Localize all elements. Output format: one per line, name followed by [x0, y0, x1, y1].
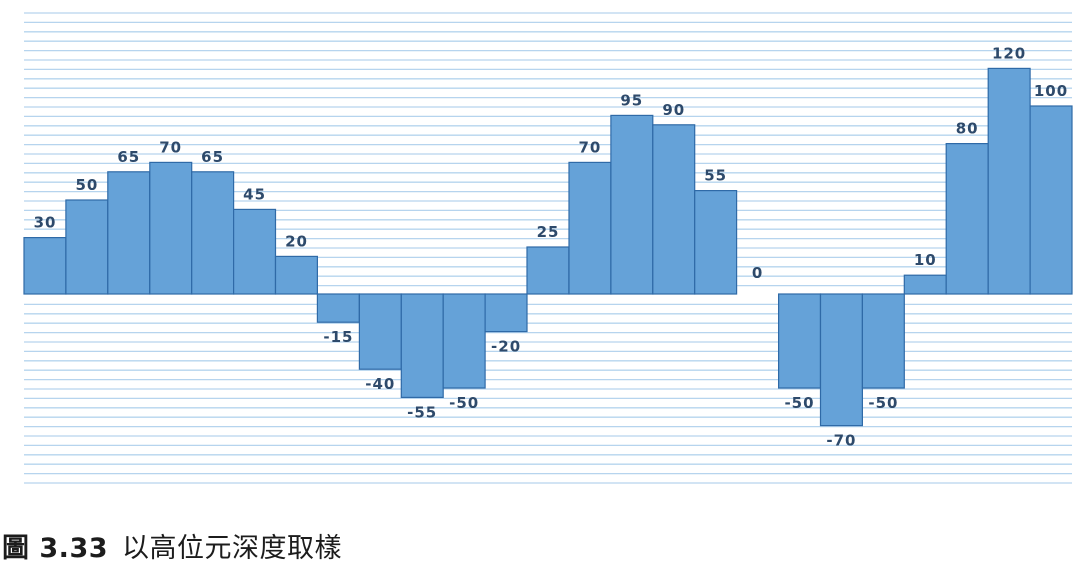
value-label-7: -15: [323, 328, 353, 346]
value-label-14: 95: [620, 91, 643, 109]
bar-10: [442, 293, 486, 389]
bar-19: [819, 293, 864, 427]
value-label-2: 65: [117, 148, 140, 166]
figure-number: 圖 3.33: [2, 533, 109, 564]
value-label-20: -50: [868, 394, 898, 412]
figure-title: 以高位元深度取樣: [122, 533, 343, 564]
value-label-23: 120: [992, 44, 1026, 62]
bar-4: [191, 171, 235, 295]
value-label-24: 100: [1034, 82, 1068, 100]
bar-12: [526, 246, 570, 295]
value-label-1: 50: [75, 176, 98, 194]
value-label-15: 90: [662, 101, 685, 119]
bar-7: [316, 293, 360, 323]
value-label-11: -20: [491, 338, 521, 356]
value-label-16: 55: [704, 167, 727, 185]
value-label-5: 45: [243, 185, 266, 203]
value-label-0: 30: [34, 214, 57, 232]
value-label-19: -70: [826, 432, 856, 450]
value-label-17: 0: [752, 264, 763, 282]
value-label-18: -50: [784, 394, 814, 412]
bar-11: [484, 293, 528, 333]
value-label-13: 70: [578, 138, 601, 156]
bar-18: [777, 293, 822, 389]
value-label-21: 10: [914, 251, 937, 269]
value-labels: 30 50 65 70 65 45 20 -15 -40 -55 -50 -20 25 70 95 90 55 0…: [34, 44, 1068, 450]
bar-9: [400, 293, 444, 399]
bar-0: [23, 237, 67, 295]
bar-6: [274, 255, 319, 295]
bar-chart: 30 50 65 70 65 45 20 -15 -40 -55 -50 -20 25 70 95 90 55 0…: [23, 12, 1073, 484]
bar-8: [358, 293, 402, 370]
value-label-4: 65: [201, 148, 224, 166]
value-label-10: -50: [449, 394, 479, 412]
value-label-6: 20: [285, 232, 308, 250]
bar-15: [652, 124, 696, 295]
bar-24: [1029, 105, 1073, 295]
value-label-8: -40: [365, 375, 395, 393]
bar-23: [987, 67, 1031, 295]
bar-21: [903, 274, 947, 295]
value-label-9: -55: [407, 403, 437, 421]
bar-14: [610, 114, 654, 295]
value-label-22: 80: [956, 120, 979, 138]
value-label-3: 70: [159, 138, 182, 156]
value-label-12: 25: [537, 223, 560, 241]
bar-2: [107, 171, 151, 295]
bar-5: [233, 208, 277, 295]
bar-16: [694, 190, 738, 295]
bars: [23, 67, 1073, 427]
figure-caption: 圖 3.33 以高位元深度取樣: [2, 526, 342, 565]
bar-1: [65, 199, 109, 295]
bar-3: [149, 161, 193, 295]
bar-20: [861, 293, 905, 389]
bar-22: [945, 143, 989, 295]
bar-13: [568, 161, 612, 295]
